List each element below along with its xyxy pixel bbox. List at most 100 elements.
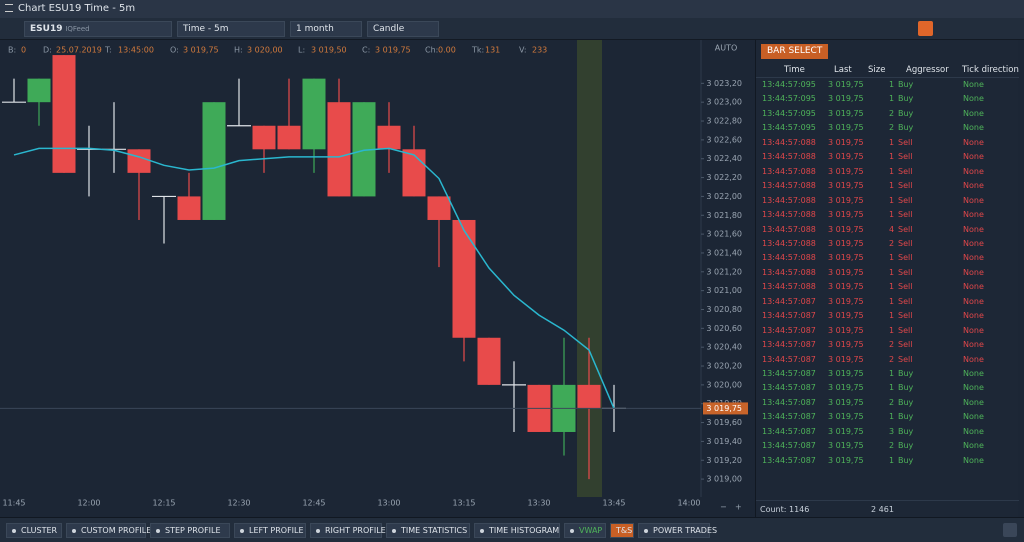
trade-cell: 13:44:57:088 (762, 210, 816, 220)
bottom-button[interactable]: LEFT PROFILE (234, 523, 306, 538)
column-header: Aggressor (906, 65, 949, 75)
trade-cell: 3 019,75 (828, 123, 864, 133)
trade-cell: None (963, 166, 984, 176)
y-tick-label: 3 023,20 (706, 79, 742, 88)
bottom-button[interactable]: TIME STATISTICS (386, 523, 470, 538)
trade-cell: 3 019,75 (828, 296, 864, 306)
menu-icon[interactable] (5, 4, 13, 12)
column-header: Time (784, 65, 805, 75)
bottom-button[interactable]: CLUSTER (6, 523, 62, 538)
trade-cell: 13:44:57:087 (762, 441, 816, 451)
info-label: H: (234, 46, 243, 55)
bar-select-button[interactable]: BAR SELECT (761, 44, 829, 59)
bottom-button[interactable]: TIME HISTOGRAM (474, 523, 560, 538)
x-tick-label: 13:15 (452, 499, 475, 508)
trade-cell: 4 (889, 224, 895, 234)
trade-cell: 13:44:57:088 (762, 267, 816, 277)
trade-cell: 13:44:57:088 (762, 253, 816, 263)
bottom-button[interactable]: VWAP (564, 523, 606, 538)
count: 1146 (789, 505, 810, 514)
trade-row: 13:44:57:087 3 019,75 1 Buy None (756, 410, 1019, 424)
bottom-button[interactable]: STEP PROFILE (150, 523, 230, 538)
trade-cell: 3 019,75 (828, 152, 864, 162)
x-tick-label: 13:30 (527, 499, 550, 508)
trade-row: 13:44:57:087 3 019,75 1 Buy None (756, 454, 1019, 468)
toolbar: ESU19 IQFeed Time - 5m 1 month Candle (0, 18, 1024, 40)
info-value: 3 020,00 (247, 46, 283, 55)
trade-cell: 2 (889, 397, 895, 407)
trade-row: 13:44:57:087 3 019,75 2 Buy None (756, 439, 1019, 453)
trade-cell: 13:44:57:088 (762, 224, 816, 234)
y-tick-label: 3 020,80 (706, 305, 742, 314)
trade-cell: 13:44:57:087 (762, 369, 816, 378)
trade-cell: Sell (898, 238, 913, 248)
zoom-in[interactable]: + (735, 503, 742, 512)
trade-cell: None (963, 267, 984, 277)
y-tick-label: 3 020,40 (706, 343, 742, 352)
bottom-button[interactable]: CUSTOM PROFILE (66, 523, 151, 538)
trade-row: 13:44:57:088 3 019,75 1 Sell None (756, 251, 1019, 265)
trade-row: 13:44:57:088 3 019,75 1 Sell None (756, 165, 1019, 179)
info-label: C: (362, 46, 370, 55)
info-label: Tk: (471, 46, 484, 55)
y-tick-label: 3 022,00 (706, 192, 742, 201)
trade-cell: None (963, 441, 984, 451)
time-and-sales: BAR SELECT Time Last Size Aggressor Tick dir… (755, 40, 1019, 517)
trade-cell: 3 019,75 (828, 253, 864, 263)
info-value: 3 019,75 (183, 46, 219, 55)
bottom-button[interactable]: T&S (610, 523, 634, 538)
trade-cell: 13:44:57:087 (762, 325, 816, 335)
vwap-line (13, 147, 615, 409)
y-tick-label: 3 021,00 (706, 286, 742, 295)
zoom-out[interactable]: − (720, 503, 727, 512)
chart-type-select[interactable]: Candle (367, 21, 439, 37)
settings-button[interactable] (1003, 523, 1017, 537)
volume: 2 461 (871, 505, 894, 514)
trade-cell: None (963, 80, 984, 89)
trade-cell: 1 (889, 296, 895, 306)
tool-button[interactable] (918, 21, 933, 36)
trade-cell: 1 (889, 94, 895, 104)
table-footer: Count: 1146 2 461 (756, 500, 1019, 517)
trade-cell: 3 019,75 (828, 238, 864, 248)
trade-cell: None (963, 412, 984, 422)
y-tick-label: 3 020,20 (706, 362, 742, 371)
symbol-box[interactable]: ESU19 IQFeed (24, 21, 172, 37)
trade-cell: None (963, 282, 984, 292)
info-label: D: (43, 46, 52, 55)
trade-cell: Buy (898, 369, 914, 378)
info-label: B: (8, 46, 16, 55)
trade-cell: None (963, 152, 984, 162)
trade-cell: 2 (889, 340, 895, 350)
x-tick-label: 13:45 (602, 499, 625, 508)
symbol: ESU19 (30, 24, 63, 34)
trade-cell: None (963, 383, 984, 393)
candle-body (327, 102, 351, 197)
info-label: Ch: (425, 46, 438, 55)
x-tick-label: 12:15 (152, 499, 175, 508)
trade-row: 13:44:57:095 3 019,75 2 Buy None (756, 121, 1019, 135)
y-tick-label: 3 022,40 (706, 154, 742, 163)
trade-cell: 1 (889, 311, 895, 321)
timeframe-select[interactable]: Time - 5m (177, 21, 285, 37)
trade-row: 13:44:57:087 3 019,75 1 Buy None (756, 367, 1019, 381)
bottom-button[interactable]: POWER TRADES (638, 523, 717, 538)
trade-cell: Sell (898, 354, 913, 364)
trade-cell: 3 019,75 (828, 267, 864, 277)
trade-row: 13:44:57:087 3 019,75 2 Buy None (756, 396, 1019, 410)
column-header: Tick direction (962, 65, 1019, 75)
period-select[interactable]: 1 month (290, 21, 362, 37)
bottom-button[interactable]: RIGHT PROFILE (310, 523, 386, 538)
trade-cell: 13:44:57:088 (762, 282, 816, 292)
trade-cell: 3 019,75 (828, 369, 864, 378)
trade-cell: 3 019,75 (828, 340, 864, 350)
trade-cell: Sell (898, 325, 913, 335)
y-tick-label: 3 019,00 (706, 475, 742, 484)
trade-cell: 13:44:57:088 (762, 181, 816, 191)
trade-cell: None (963, 123, 984, 133)
trade-cell: 3 019,75 (828, 94, 864, 104)
trade-cell: 13:44:57:087 (762, 296, 816, 306)
trade-cell: Sell (898, 152, 913, 162)
trade-cell: 2 (889, 354, 895, 364)
